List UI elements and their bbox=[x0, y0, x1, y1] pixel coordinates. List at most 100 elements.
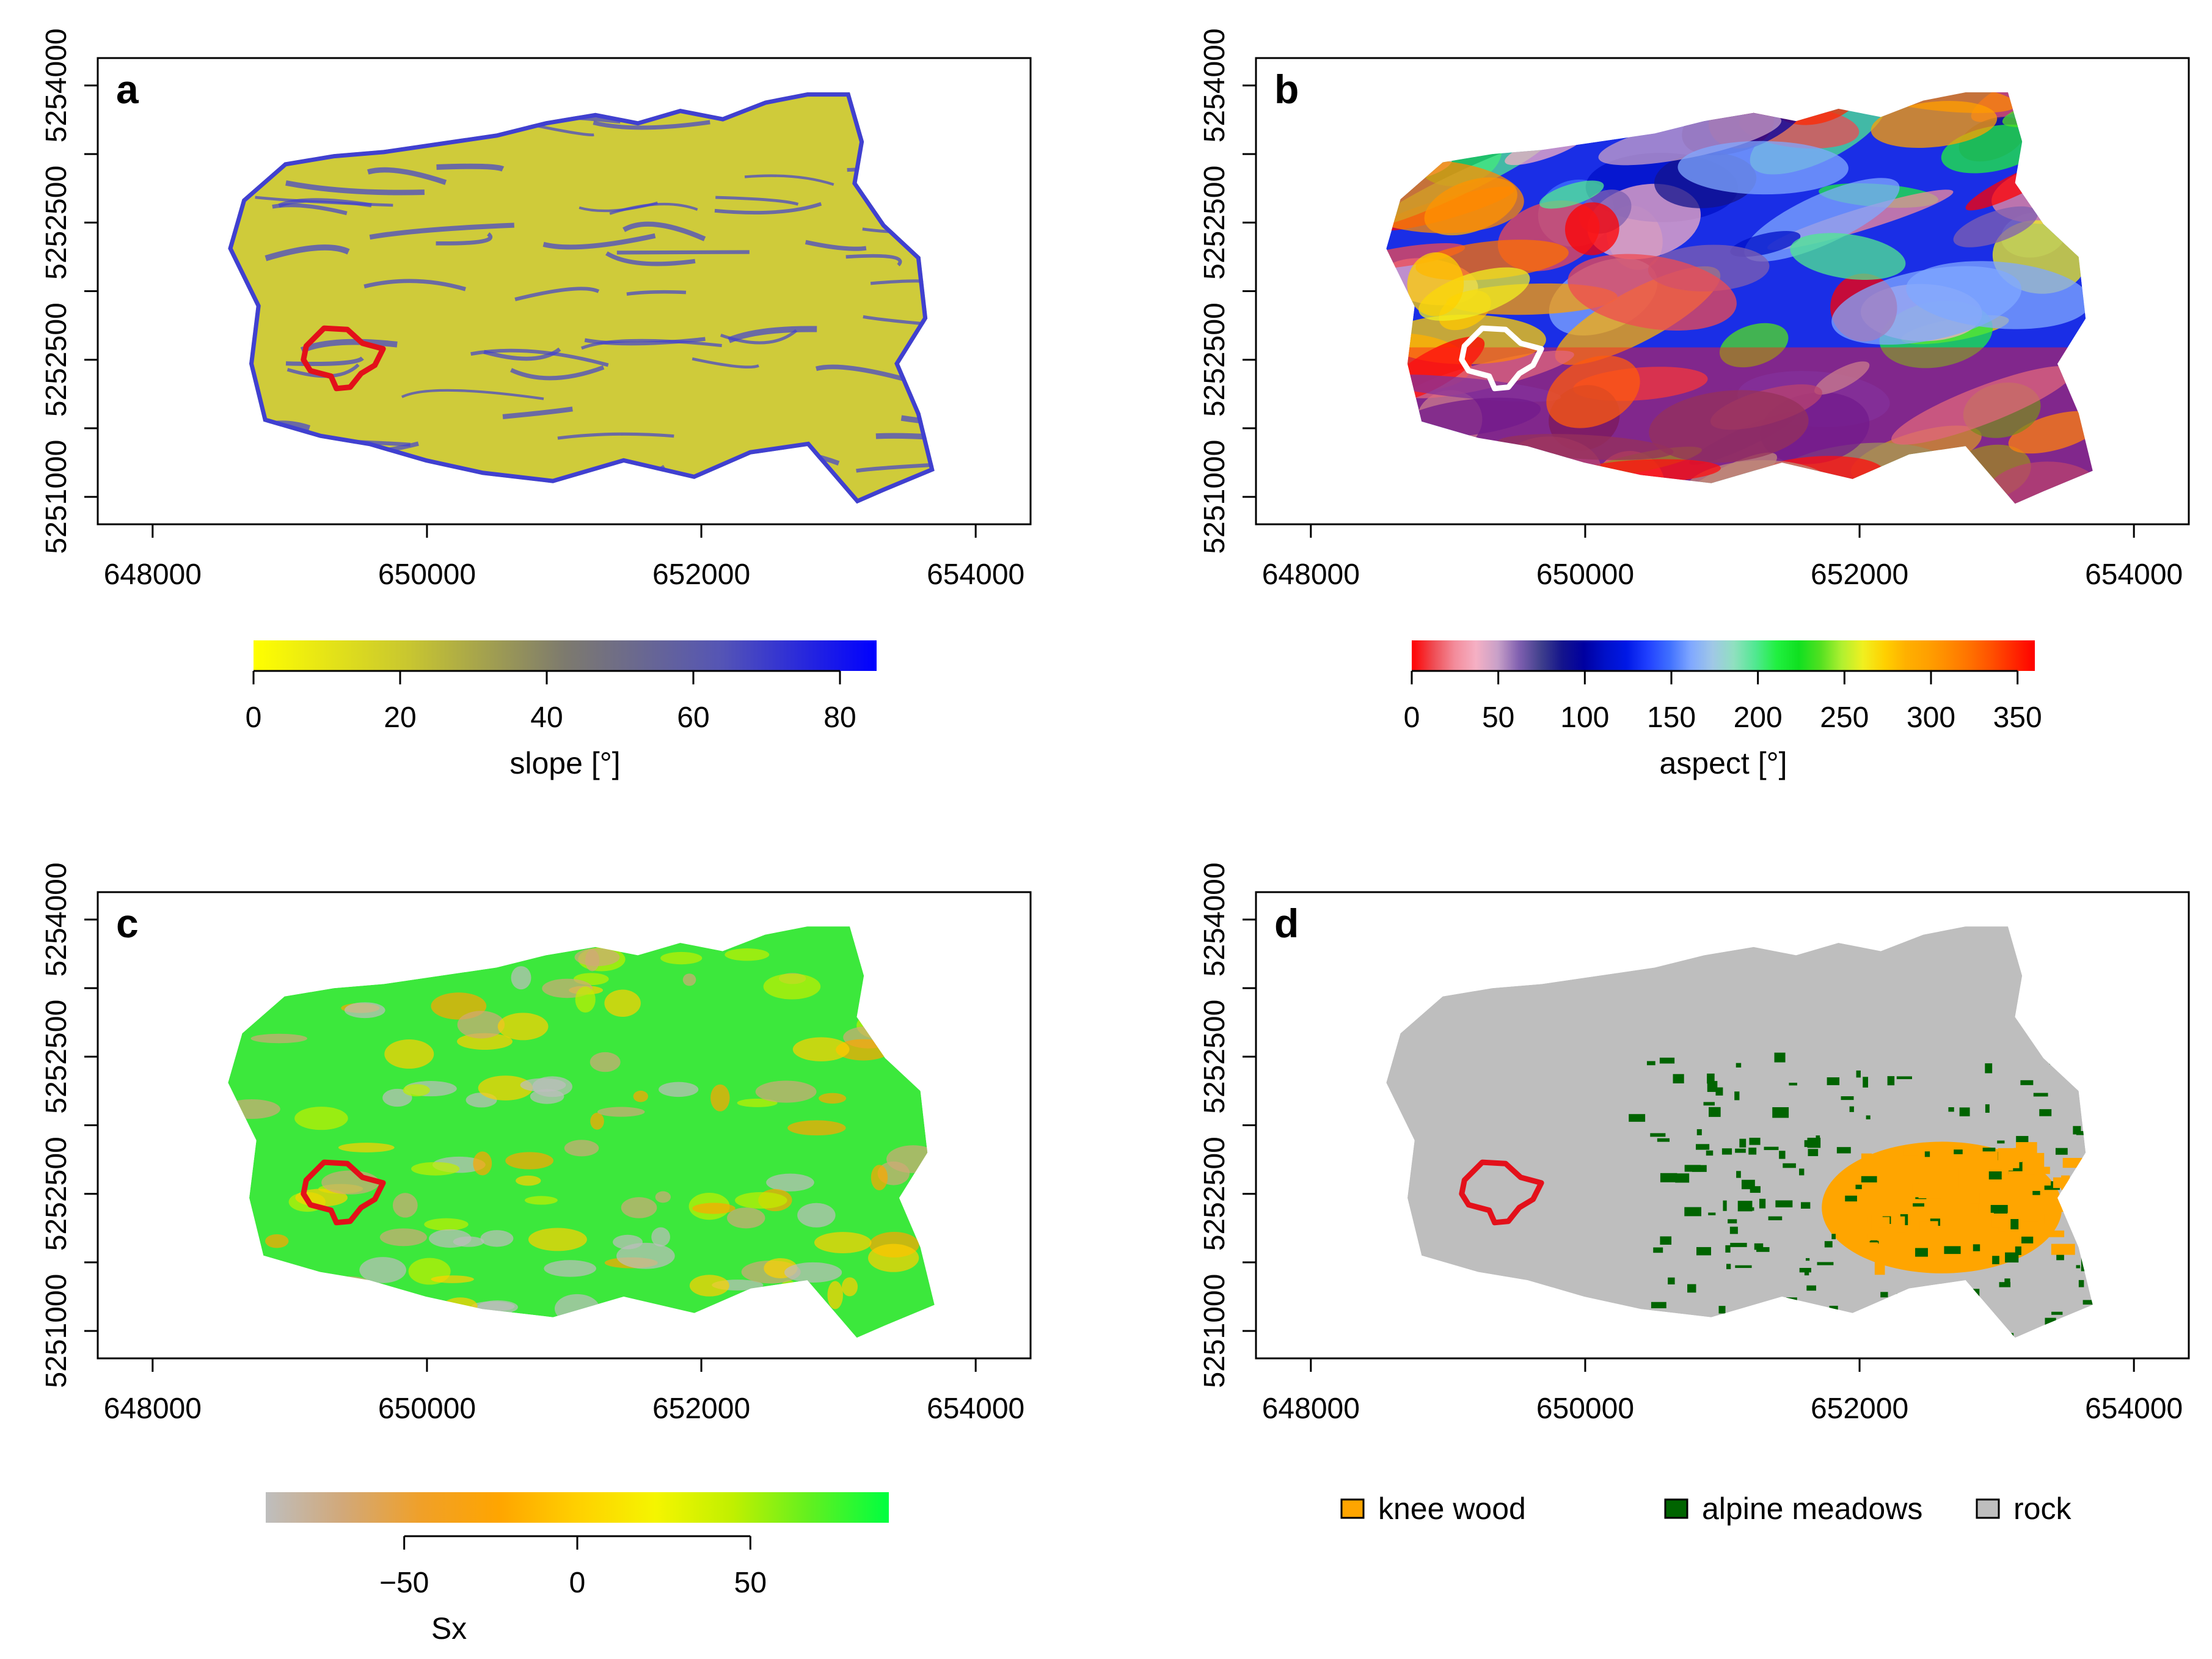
colorbar-tick-label: 40 bbox=[530, 701, 563, 734]
legend-entry: alpine meadows bbox=[1664, 1492, 1922, 1526]
alpine-meadow-patch bbox=[1651, 1302, 1666, 1309]
alpine-meadow-patch bbox=[1728, 1219, 1737, 1224]
raster-b bbox=[1386, 92, 2093, 504]
colorbar-tick-label: 300 bbox=[1907, 701, 1955, 734]
sx-patch bbox=[497, 1013, 549, 1041]
site-outline bbox=[301, 1159, 386, 1226]
knee-wood-patch bbox=[1998, 1226, 2006, 1232]
alpine-meadow-patch bbox=[1915, 1248, 1928, 1257]
sx-patch bbox=[905, 1059, 935, 1079]
aspect-patch bbox=[1891, 366, 2074, 445]
y-tick-label: 5251000 bbox=[1199, 1274, 1231, 1388]
x-tick-label: 650000 bbox=[1536, 558, 1634, 591]
aspect-patch bbox=[2008, 411, 2093, 454]
alpine-meadow-patch bbox=[1715, 1327, 1723, 1336]
colorbar-tick-label: 50 bbox=[734, 1567, 767, 1599]
sx-patch bbox=[636, 1323, 666, 1336]
knee-wood-patch bbox=[1924, 1231, 1938, 1247]
alpine-meadow-patch bbox=[1856, 1070, 1861, 1078]
alpine-meadow-patch bbox=[2056, 1254, 2064, 1261]
alpine-meadow-patch bbox=[1985, 1063, 1993, 1074]
sx-patch bbox=[228, 1099, 280, 1119]
alpine-meadow-patch bbox=[2039, 1109, 2052, 1116]
knee-wood-patch bbox=[1970, 1230, 1994, 1237]
alpine-meadow-patch bbox=[1653, 1247, 1663, 1253]
alpine-meadow-patch bbox=[2033, 1093, 2048, 1097]
knee-wood-patch bbox=[1991, 1215, 2001, 1228]
alpine-meadow-patch bbox=[1706, 1150, 1714, 1156]
alpine-meadow-patch bbox=[1684, 1207, 1702, 1217]
sx-patch bbox=[692, 1203, 736, 1214]
sx-patch bbox=[525, 1196, 558, 1205]
panel-b: b 648000 650000 652000 654000 5251000 5252500 5… bbox=[1199, 28, 2190, 780]
sx-patch bbox=[457, 1033, 513, 1050]
y-tick-label: 5252500 bbox=[1199, 302, 1231, 417]
sx-patch bbox=[457, 1011, 505, 1039]
alpine-meadow-patch bbox=[1924, 1328, 1939, 1338]
knee-wood-patch bbox=[2027, 1180, 2051, 1186]
alpine-meadow-patch bbox=[2076, 1131, 2089, 1135]
y-tick-label: 5252500 bbox=[40, 302, 73, 417]
alpine-meadow-patch bbox=[1770, 1329, 1778, 1338]
colorbar-label: Sx bbox=[431, 1611, 467, 1646]
slope-ridge bbox=[557, 432, 674, 440]
colorbar-tick-label: 0 bbox=[1404, 701, 1420, 734]
knee-wood-patch bbox=[1871, 1215, 1879, 1232]
sx-patch bbox=[590, 1052, 621, 1072]
legend-label: rock bbox=[2013, 1492, 2071, 1526]
alpine-meadow-patch bbox=[1855, 1184, 1862, 1190]
slope-ridge bbox=[436, 163, 505, 172]
aspect-patch bbox=[1814, 361, 1870, 395]
alpine-meadow-patch bbox=[2045, 1317, 2056, 1327]
alpine-meadow-patch bbox=[2016, 1136, 2029, 1144]
colorbar-tick-label: 60 bbox=[677, 701, 709, 734]
slope-ridge bbox=[692, 357, 759, 369]
alpine-meadow-patch bbox=[2051, 1311, 2063, 1315]
alpine-meadow-patch bbox=[1696, 1247, 1712, 1256]
knee-wood-patch bbox=[1874, 1262, 1885, 1275]
aspect-patch bbox=[1539, 180, 1604, 209]
slope-ridge bbox=[369, 222, 514, 240]
alpine-meadow-patch bbox=[1985, 1104, 1990, 1113]
alpine-meadow-patch bbox=[1764, 1146, 1779, 1151]
legend-entry: knee wood bbox=[1340, 1492, 1526, 1526]
legend-entry: rock bbox=[1976, 1492, 2071, 1526]
alpine-meadow-patch bbox=[1707, 1081, 1718, 1092]
aspect-patch bbox=[1598, 112, 1782, 166]
sx-patch bbox=[841, 1277, 858, 1297]
slope-ridge bbox=[845, 254, 902, 266]
slope-ridge bbox=[285, 180, 425, 196]
alpine-meadow-patch bbox=[2078, 1280, 2084, 1287]
aspect-patch bbox=[1386, 375, 1561, 402]
sx-patch bbox=[792, 1037, 850, 1061]
knee-wood-patch bbox=[1979, 1193, 1994, 1205]
alpine-meadow-patch bbox=[2082, 1300, 2093, 1305]
alpine-meadow-patch bbox=[1646, 1061, 1655, 1066]
legend-swatch bbox=[1340, 1498, 1365, 1519]
panel-a: a 648000 650000 652000 654000 5251000 5252500 5… bbox=[40, 28, 1032, 780]
raster-a bbox=[228, 92, 935, 504]
slope-ridge bbox=[715, 196, 799, 206]
y-tick-label: 5252500 bbox=[40, 1000, 73, 1114]
y-tick-label: 5254000 bbox=[1199, 862, 1231, 976]
knee-wood-patch bbox=[1853, 1217, 1868, 1224]
panel-letter: b bbox=[1274, 67, 1299, 112]
alpine-meadow-patch bbox=[2092, 1074, 2093, 1085]
alpine-meadow-patch bbox=[2004, 1278, 2010, 1286]
site-outline bbox=[1459, 325, 1544, 392]
sx-patch bbox=[265, 1234, 289, 1248]
alpine-meadow-patch bbox=[1657, 1138, 1670, 1142]
sx-patch bbox=[819, 1093, 847, 1104]
alpine-meadow-patch bbox=[1817, 1262, 1834, 1265]
aspect-patch bbox=[1546, 356, 1640, 428]
slope-ridge bbox=[272, 203, 348, 216]
slope-ridge bbox=[363, 279, 466, 291]
knee-wood-patch bbox=[2058, 1203, 2080, 1212]
y-tick-label: 5252500 bbox=[1199, 1137, 1231, 1251]
slope-ridge bbox=[816, 364, 907, 382]
colorbar-tick-label: 150 bbox=[1647, 701, 1696, 734]
alpine-meadow-patch bbox=[1772, 1107, 1789, 1118]
alpine-meadow-patch bbox=[1759, 1198, 1766, 1209]
alpine-meadow-patch bbox=[1673, 1074, 1684, 1083]
alpine-meadow-patch bbox=[1924, 1151, 1930, 1157]
